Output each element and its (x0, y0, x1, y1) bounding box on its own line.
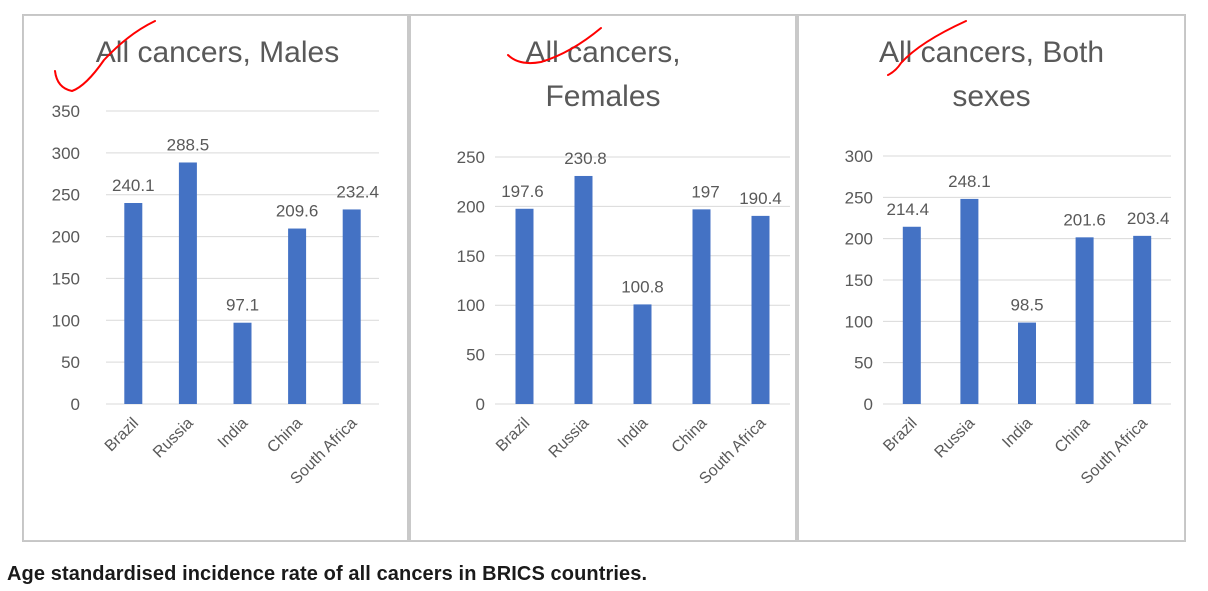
data-label: 203.4 (1127, 209, 1170, 228)
checkmark-annotation (54, 20, 156, 92)
category-label: Brazil (102, 415, 142, 455)
data-label: 214.4 (887, 200, 930, 219)
checkmark-annotation (887, 20, 967, 76)
category-label: India (615, 415, 652, 452)
y-tick-label: 300 (845, 147, 873, 166)
chart-panel-females: All cancers, Females 0 50 100 150 200 250 197.6 B… (411, 16, 795, 540)
bar-russia (178, 162, 197, 404)
bar-china (1075, 237, 1094, 404)
category-label: China (1052, 415, 1094, 457)
chart-title: sexes (952, 80, 1030, 113)
chart-panel-both-sexes: All cancers, Both sexes 0 50 100 150 200 250 300… (799, 16, 1184, 540)
data-label: 248.1 (948, 172, 991, 191)
data-label: 98.5 (1010, 296, 1043, 315)
data-label: 100.8 (621, 277, 664, 296)
chart-title: All cancers, (525, 36, 680, 69)
chart-title: All cancers, Both (879, 36, 1104, 69)
bar-south-africa (342, 209, 361, 404)
category-label: Brazil (880, 415, 920, 455)
y-tick-label: 0 (476, 395, 485, 414)
figure-caption: Age standardised incidence rate of all c… (7, 563, 648, 585)
bar-south-africa (751, 215, 770, 404)
y-tick-label: 200 (457, 197, 485, 216)
category-label: India (215, 415, 252, 452)
y-tick-label: 50 (61, 353, 80, 372)
y-tick-label: 50 (854, 354, 873, 373)
category-label: Russia (932, 415, 979, 462)
y-tick-label: 0 (71, 395, 80, 414)
category-label: India (999, 415, 1036, 452)
category-label: Brazil (493, 415, 533, 455)
y-tick-label: 0 (864, 395, 873, 414)
bar-chart-males: All cancers, Males 0 50 100 150 200 250 300 350 2… (52, 20, 379, 488)
y-tick-label: 100 (457, 296, 485, 315)
data-label: 197.6 (501, 182, 544, 201)
chart-panel-males: All cancers, Males 0 50 100 150 200 250 300 350 2… (24, 16, 407, 540)
checkmark-annotation (507, 27, 602, 65)
y-tick-label: 200 (52, 228, 80, 247)
bar-russia (574, 175, 593, 404)
bar-south-africa (1133, 235, 1152, 404)
bar-brazil (515, 208, 534, 404)
y-tick-label: 100 (52, 311, 80, 330)
bar-russia (960, 198, 979, 404)
data-label: 209.6 (276, 202, 319, 221)
data-label: 197 (691, 182, 719, 201)
y-tick-label: 150 (457, 247, 485, 266)
y-tick-label: 250 (457, 148, 485, 167)
y-tick-label: 100 (845, 312, 873, 331)
y-tick-label: 200 (845, 230, 873, 249)
data-label: 97.1 (226, 296, 259, 315)
y-tick-label: 50 (466, 346, 485, 365)
y-tick-label: 350 (52, 102, 80, 121)
y-tick-label: 250 (845, 188, 873, 207)
charts-container: All cancers, Males 0 50 100 150 200 250 300 350 2… (22, 14, 1186, 542)
y-tick-label: 300 (52, 144, 80, 163)
bar-brazil (124, 203, 143, 404)
category-label: Russia (150, 415, 197, 462)
category-label: China (264, 415, 306, 457)
data-label: 232.4 (336, 182, 379, 201)
category-label: China (669, 415, 711, 457)
bar-brazil (902, 226, 921, 404)
bar-chart-both-sexes: All cancers, Both sexes 0 50 100 150 200 250 300… (845, 20, 1171, 488)
data-label: 201.6 (1063, 210, 1106, 229)
bar-china (692, 209, 711, 404)
bar-india (633, 304, 652, 404)
data-label: 190.4 (739, 189, 782, 208)
bar-india (1018, 322, 1036, 404)
data-label: 240.1 (112, 176, 155, 195)
bar-china (288, 228, 307, 404)
data-label: 230.8 (564, 149, 607, 168)
y-tick-label: 150 (52, 269, 80, 288)
chart-title: All cancers, Males (96, 36, 339, 69)
data-label: 288.5 (167, 135, 210, 154)
bar-india (233, 322, 252, 404)
y-tick-label: 250 (52, 186, 80, 205)
chart-title: Females (545, 80, 660, 113)
category-label: Russia (546, 415, 593, 462)
y-tick-label: 150 (845, 271, 873, 290)
bar-chart-females: All cancers, Females 0 50 100 150 200 250 197.6 B… (457, 27, 790, 488)
